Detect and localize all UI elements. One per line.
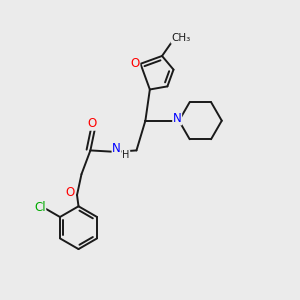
Text: Cl: Cl: [34, 201, 46, 214]
Text: N: N: [112, 142, 121, 155]
Text: CH₃: CH₃: [171, 33, 190, 43]
Text: O: O: [66, 186, 75, 199]
Text: N: N: [173, 112, 182, 125]
Text: O: O: [87, 117, 97, 130]
Text: H: H: [122, 151, 130, 160]
Text: O: O: [130, 57, 140, 70]
